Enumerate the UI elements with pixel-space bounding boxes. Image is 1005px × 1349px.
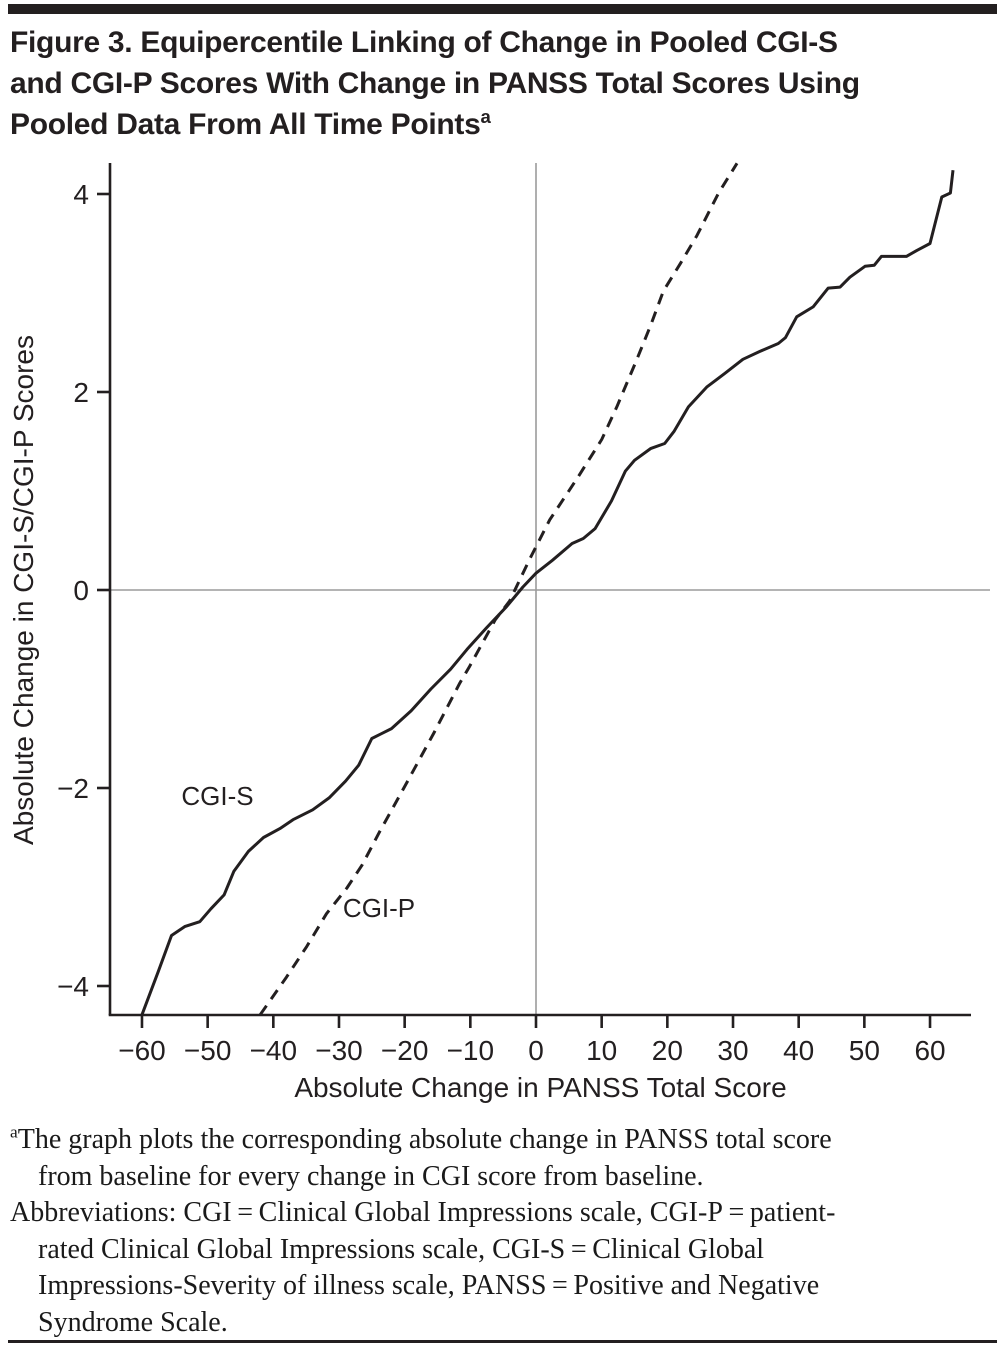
title-superscript: a xyxy=(480,106,491,127)
y-axis-title: Absolute Change in CGI-S/CGI-P Scores xyxy=(8,335,39,845)
footnote-line: Syndrome Scale. xyxy=(38,1306,228,1338)
x-tick-label: 20 xyxy=(652,1035,683,1066)
y-tick-label: −2 xyxy=(57,773,89,804)
footnote-superscript: a xyxy=(10,1122,18,1142)
x-tick-label: 40 xyxy=(783,1035,814,1066)
x-tick-label: −40 xyxy=(250,1035,298,1066)
figure-title-line: Pooled Data From All Time Pointsa xyxy=(10,106,491,141)
figure-title: Figure 3. Equipercentile Linking of Chan… xyxy=(10,22,997,145)
x-tick-label: 0 xyxy=(528,1035,544,1066)
y-tick-label: −4 xyxy=(57,971,89,1002)
x-tick-label: −10 xyxy=(447,1035,495,1066)
footnote-line: aThe graph plots the corresponding absol… xyxy=(10,1122,832,1155)
figure-title-line: Figure 3. Equipercentile Linking of Chan… xyxy=(10,26,838,59)
x-tick-label: 10 xyxy=(586,1035,617,1066)
footnote-line: Abbreviations: CGI = Clinical Global Imp… xyxy=(10,1197,836,1228)
x-tick-label: 60 xyxy=(914,1035,945,1066)
x-tick-label: 50 xyxy=(849,1035,880,1066)
footnote-line: Impressions-Severity of illness scale, P… xyxy=(38,1270,820,1301)
x-tick-label: −60 xyxy=(118,1035,166,1066)
x-tick-label: −30 xyxy=(315,1035,363,1066)
footnote-line: from baseline for every change in CGI sc… xyxy=(38,1160,704,1192)
y-tick-label: 0 xyxy=(73,575,89,606)
curve-label-cgi-p: CGI-P xyxy=(343,893,415,923)
curve-cgi-p xyxy=(258,162,739,1016)
x-tick-label: −20 xyxy=(381,1035,429,1066)
top-rule xyxy=(8,4,997,14)
footnote: aThe graph plots the corresponding absol… xyxy=(10,1122,997,1341)
chart-area: −4 −2 0 2 4 −60 −50 −40 −30 −20 −10 0 10 20 30 40 50 60 Ab… xyxy=(0,150,1005,1110)
curve-cgi-s xyxy=(140,170,955,1016)
x-axis-title: Absolute Change in PANSS Total Score xyxy=(294,1072,786,1103)
x-tick-label: 30 xyxy=(717,1035,748,1066)
y-tick-label: 4 xyxy=(73,179,89,210)
y-tick-label: 2 xyxy=(73,377,89,408)
figure-title-line: and CGI-P Scores With Change in PANSS To… xyxy=(10,67,860,100)
bottom-rule xyxy=(8,1340,997,1343)
curve-label-cgi-s: CGI-S xyxy=(181,781,253,811)
x-tick-label: −50 xyxy=(184,1035,232,1066)
footnote-line: rated Clinical Global Impressions scale,… xyxy=(38,1233,765,1265)
